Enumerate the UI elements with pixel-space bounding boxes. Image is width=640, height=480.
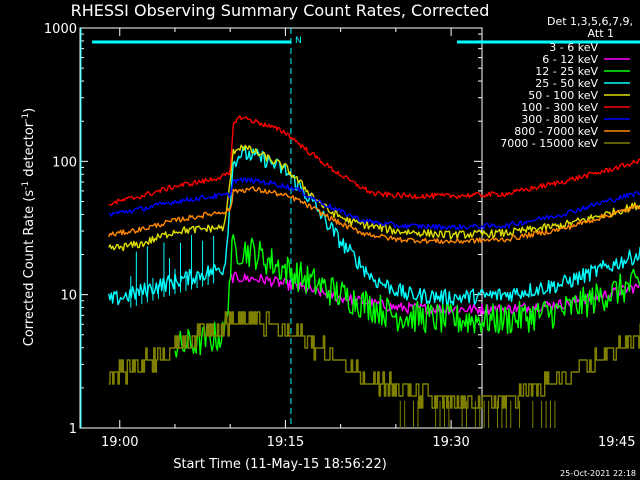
series-line <box>108 115 640 206</box>
timestamp: 25-Oct-2021 22:18 <box>560 469 636 478</box>
legend-label: 25 - 50 keV <box>535 77 598 90</box>
series-6-12keV <box>229 271 640 315</box>
y-tick-label: 1000 <box>44 22 77 37</box>
y-tick-label: 10 <box>60 289 77 304</box>
axes-frame <box>79 27 483 429</box>
y-tick-label: 100 <box>52 155 77 170</box>
legend-label: 7000 - 15000 keV <box>500 137 598 150</box>
x-tick-label: 19:45 <box>598 435 635 450</box>
series-800-7000keV <box>108 186 640 244</box>
x-tick-label: 19:00 <box>101 435 138 450</box>
legend-header-line-1: Det 1,3,5,6,7,9, <box>547 15 633 28</box>
y-axis-label: Corrected Count Rate (s-1 detector-1) <box>21 108 37 346</box>
legend-label: 100 - 300 keV <box>521 101 598 114</box>
x-tick-label: 19:30 <box>432 435 469 450</box>
series-300-800keV <box>108 177 640 231</box>
night-marker: N <box>295 36 302 46</box>
series-100-300keV <box>108 115 640 206</box>
legend-label: 800 - 7000 keV <box>514 125 598 138</box>
legend-header-line-2: Att 1 <box>588 27 614 40</box>
series-line <box>108 186 640 244</box>
plot-layer: 110100100019:0019:1519:3019:4520:0020:15… <box>44 22 640 450</box>
series-line <box>108 311 640 409</box>
series-25-50keV <box>108 146 640 306</box>
x-tick-label: 19:15 <box>267 435 304 450</box>
legend-label: 300 - 800 keV <box>521 113 598 126</box>
series-line <box>174 234 640 358</box>
legend-label: 3 - 6 keV <box>549 41 598 54</box>
series-line <box>108 144 640 252</box>
legend-label: 12 - 25 keV <box>535 65 598 78</box>
x-axis-label: Start Time (11-May-15 18:56:22) <box>173 457 387 472</box>
series-7000-15000keV <box>108 311 640 428</box>
legend-label: 50 - 100 keV <box>528 89 598 102</box>
legend-label: 6 - 12 keV <box>542 53 598 66</box>
series-line <box>108 146 640 306</box>
chart-title: RHESSI Observing Summary Count Rates, Co… <box>71 1 490 20</box>
series-12-25keV <box>174 234 640 358</box>
series-line <box>229 271 640 315</box>
y-tick-label: 1 <box>69 422 77 437</box>
series-line <box>108 177 640 231</box>
series-50-100keV <box>108 144 640 252</box>
